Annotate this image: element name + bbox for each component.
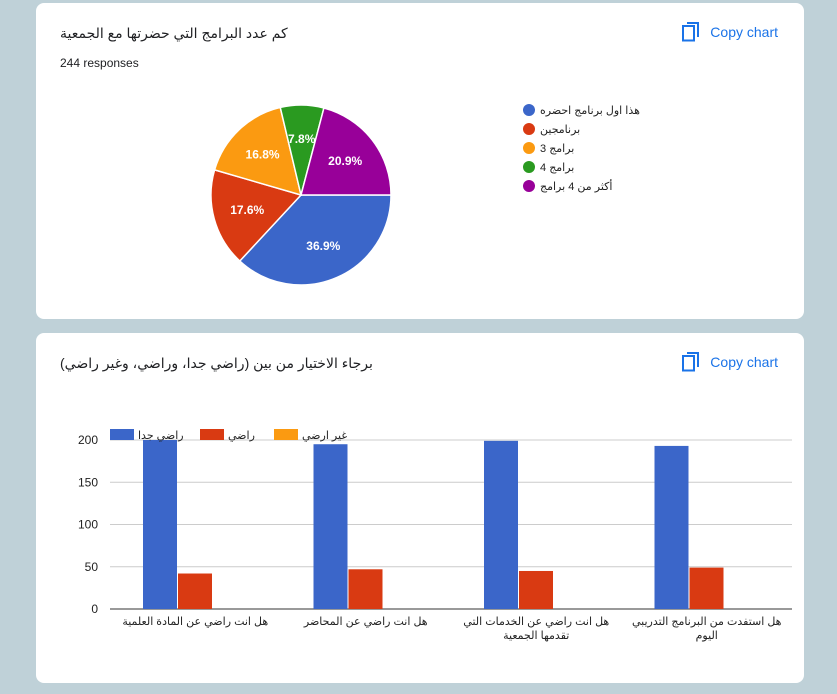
x-tick-label: هل انت راضي عن المحاضر: [303, 616, 428, 628]
slice-label: 7.8%: [288, 132, 316, 146]
copy-icon: [682, 22, 700, 42]
bar: [654, 445, 689, 609]
x-tick-label: هل استفدت من البرنامج التدريبي: [632, 616, 782, 628]
pie-slice: [238, 194, 392, 286]
pie-chart-card: كم عدد البرامج التي حضرتها مع الجمعية 24…: [36, 3, 804, 319]
copy-chart-label: Copy chart: [710, 354, 778, 370]
chart-title: كم عدد البرامج التي حضرتها مع الجمعية: [60, 25, 288, 41]
pie-chart: 36.9% 17.6% 16.8% 7.8% 20.9% هذا اول برنامج ا…: [210, 104, 640, 286]
y-tick-label: 200: [78, 433, 98, 447]
legend-label: برنامجين: [540, 124, 580, 136]
copy-chart-button[interactable]: Copy chart: [682, 22, 778, 42]
bar: [143, 440, 177, 609]
response-count: 244 responses: [60, 56, 139, 70]
bar: [348, 569, 383, 609]
y-tick-label: 0: [91, 602, 98, 616]
slice-label: 36.9%: [306, 239, 340, 253]
slice-label: 20.9%: [328, 154, 362, 168]
legend-swatch: [523, 142, 535, 154]
legend-swatch: [274, 429, 298, 440]
legend-label: 3 برامج: [540, 143, 574, 155]
bar: [313, 444, 348, 609]
legend-label: هذا اول برنامج احضره: [540, 105, 640, 117]
bar: [519, 570, 553, 609]
x-tick-label: هل انت راضي عن الخدمات التي: [463, 616, 609, 628]
legend-swatch: [110, 429, 134, 440]
legend-label: 4 برامج: [540, 162, 574, 174]
legend-swatch: [523, 161, 535, 173]
y-tick-label: 150: [78, 475, 98, 489]
copy-chart-label: Copy chart: [710, 24, 778, 40]
bar: [484, 440, 518, 609]
pie-slice: [210, 168, 303, 263]
legend-swatch: [523, 180, 535, 192]
chart-title: برجاء الاختيار من بين (راضي جدا، وراضي، …: [60, 355, 373, 371]
x-tick-label: هل انت راضي عن المادة العلمية: [122, 616, 268, 628]
y-tick-label: 50: [85, 560, 99, 574]
x-tick-label: تقدمها الجمعية: [503, 630, 569, 642]
copy-icon: [682, 352, 700, 372]
bar-chart-card: برجاء الاختيار من بين (راضي جدا، وراضي، …: [36, 333, 804, 683]
legend-label: غير ارضي: [302, 430, 347, 442]
legend-swatch: [200, 429, 224, 440]
copy-chart-button[interactable]: Copy chart: [682, 352, 778, 372]
slice-label: 17.6%: [230, 203, 264, 217]
pie-slice: [213, 106, 303, 197]
pie-slice: [300, 107, 392, 196]
bar: [689, 567, 724, 609]
bar: [178, 573, 212, 609]
slice-label: 16.8%: [246, 148, 280, 162]
legend-label: أكثر من 4 برامج: [540, 179, 612, 193]
x-tick-label: اليوم: [696, 630, 718, 642]
bar-chart: 0 50 100 150 200 هل انت راضي عن المادة العلمي…: [78, 429, 792, 642]
legend-swatch: [523, 123, 535, 135]
legend-label: راضي جدا: [138, 430, 184, 442]
y-tick-label: 100: [78, 518, 98, 532]
legend-swatch: [523, 104, 535, 116]
legend-label: راضي: [228, 430, 255, 442]
